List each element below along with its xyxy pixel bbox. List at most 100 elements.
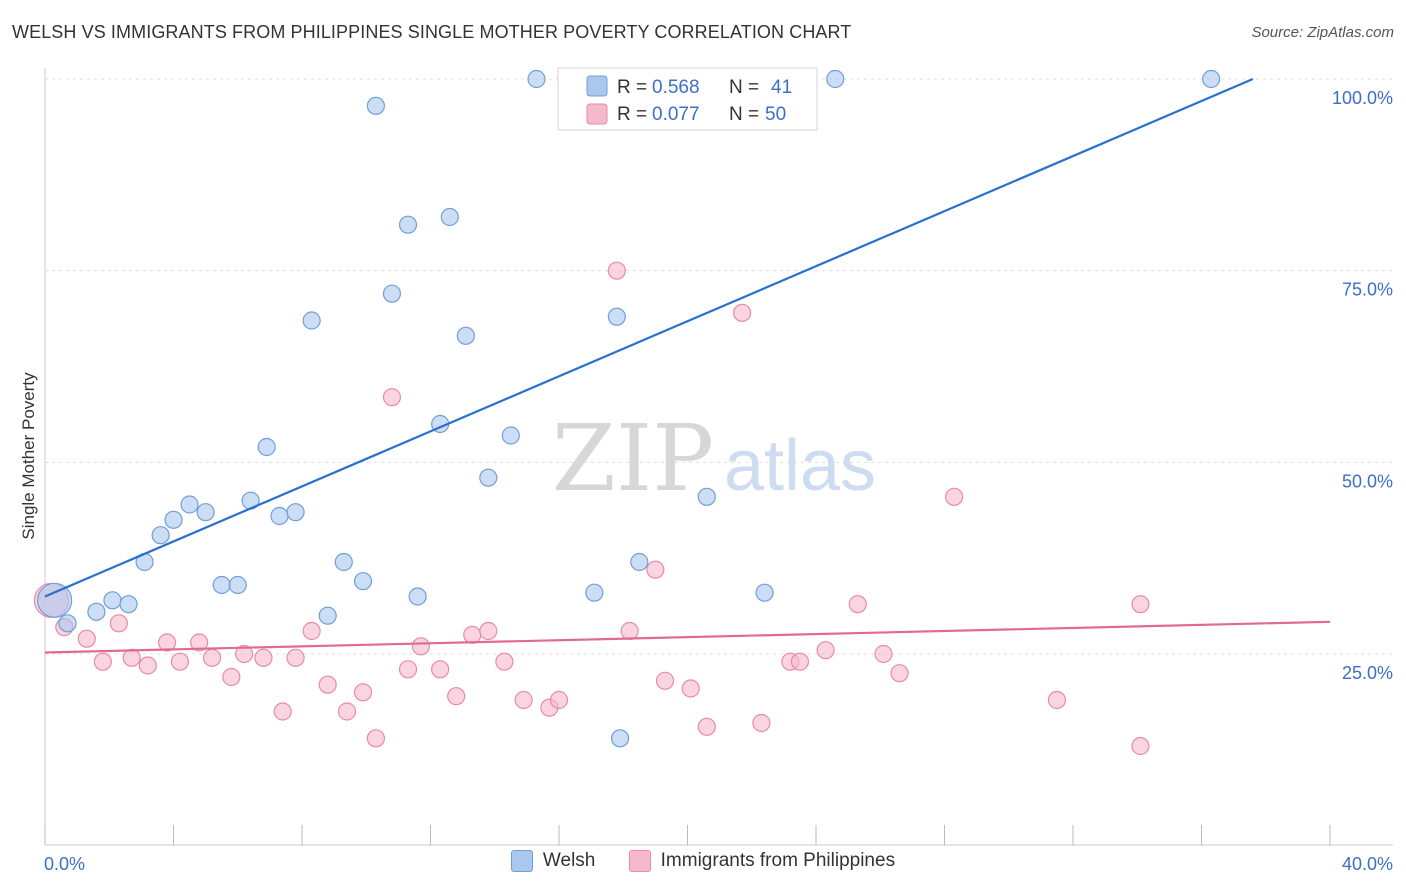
phil-point (353, 683, 373, 702)
phil-point (222, 667, 241, 687)
phil-point (202, 648, 222, 667)
x-tick-label-min: 0.0% (44, 854, 85, 874)
phil-point (646, 560, 665, 579)
phil-point (93, 652, 112, 671)
y-tick-label: 75.0% (1342, 280, 1393, 300)
welsh-point (151, 526, 170, 545)
phil-point (549, 690, 569, 710)
welsh-point (585, 583, 604, 602)
legend-swatch-phil-bottom (628, 850, 651, 872)
phil-point (398, 660, 418, 679)
phil-point (286, 648, 305, 667)
phil-point (655, 671, 675, 690)
phil-point (157, 633, 177, 652)
phil-point (109, 614, 128, 633)
welsh-point (353, 572, 373, 591)
y-tick-label: 100.0% (1332, 88, 1393, 108)
y-tick-label: 25.0% (1342, 663, 1393, 683)
welsh-point (228, 575, 247, 595)
phil-point (170, 652, 190, 671)
welsh-point (456, 326, 475, 345)
phil-point (697, 717, 716, 736)
legend-n-label-phil: N = (729, 104, 759, 125)
welsh-point (87, 602, 106, 621)
watermark-atlas: atlas (724, 426, 876, 506)
welsh-point (318, 606, 337, 625)
welsh-point (527, 69, 546, 89)
welsh-point (1202, 69, 1221, 89)
phil-point (479, 621, 498, 641)
legend-swatch-welsh-bottom (510, 850, 533, 872)
welsh-point (270, 506, 289, 526)
legend-r-value-welsh: 0.568 (652, 77, 700, 98)
phil-point (733, 303, 752, 322)
phil-point (890, 664, 909, 683)
phil-point (874, 644, 893, 664)
welsh-point (826, 69, 845, 89)
phil-point (318, 675, 337, 694)
welsh-point (180, 495, 199, 514)
phil-point (447, 687, 466, 706)
welsh-point (103, 591, 122, 610)
welsh-point (755, 583, 774, 602)
welsh-point (398, 215, 418, 234)
phil-point (235, 644, 254, 664)
phil-point (77, 629, 96, 648)
watermark: ZIP atlas (552, 405, 876, 512)
phil-point (302, 621, 321, 641)
series-legend: Welsh Immigrants from Philippines (0, 850, 1406, 878)
phil-trend-line (44, 620, 1331, 654)
phil-point (607, 261, 626, 280)
legend-n-value-phil: 50 (765, 104, 786, 125)
welsh-point (257, 437, 276, 457)
welsh-point (212, 575, 231, 595)
trend-lines (44, 77, 1331, 654)
phil-point (463, 625, 482, 644)
legend-r-label-welsh: R = (617, 77, 647, 98)
phil-point (1131, 736, 1150, 756)
welsh-point (302, 311, 321, 330)
phil-point (945, 487, 964, 506)
phil-point (752, 713, 771, 733)
phil-point (382, 388, 402, 407)
legend-swatch-phil (586, 103, 608, 125)
welsh-point (58, 614, 77, 633)
phil-point (816, 641, 835, 660)
stats-legend: R = 0.568 N = 41 R = 0.077 N = 50 (557, 67, 818, 131)
welsh-point (286, 503, 305, 522)
legend-swatch-welsh (586, 75, 608, 97)
welsh-point (164, 510, 183, 529)
phil-point (1047, 690, 1067, 710)
welsh-trend-line (44, 77, 1254, 598)
legend-r-label-phil: R = (617, 104, 647, 125)
phil-point (495, 652, 514, 671)
phil-point (122, 648, 141, 667)
welsh-point (501, 426, 520, 445)
phil-point (337, 702, 357, 721)
source-credit: Source: ZipAtlas.com (1251, 24, 1394, 41)
welsh-point (196, 503, 215, 522)
phil-point (848, 595, 867, 614)
x-tick-label-max: 40.0% (1342, 854, 1393, 874)
welsh-point (382, 284, 402, 303)
y-tick-label: 50.0% (1342, 471, 1393, 491)
phil-point (254, 648, 273, 667)
phil-point (514, 690, 533, 710)
welsh-point (479, 468, 498, 487)
welsh-point (440, 207, 459, 227)
gridlines (45, 78, 1393, 655)
phil-point (366, 729, 385, 748)
welsh-point (607, 307, 626, 326)
phil-point (1131, 595, 1150, 614)
legend-item-welsh: Welsh (510, 850, 596, 872)
welsh-point (630, 552, 649, 572)
welsh-point (366, 96, 385, 115)
legend-label-welsh: Welsh (542, 850, 596, 871)
legend-n-label-welsh: N = (729, 77, 759, 98)
y-tick-labels: 100.0% 75.0% 50.0% 25.0% (1332, 88, 1393, 683)
phil-point (681, 679, 700, 698)
phil-point (138, 656, 157, 675)
phil-point (620, 621, 639, 641)
watermark-zip: ZIP (552, 405, 714, 512)
